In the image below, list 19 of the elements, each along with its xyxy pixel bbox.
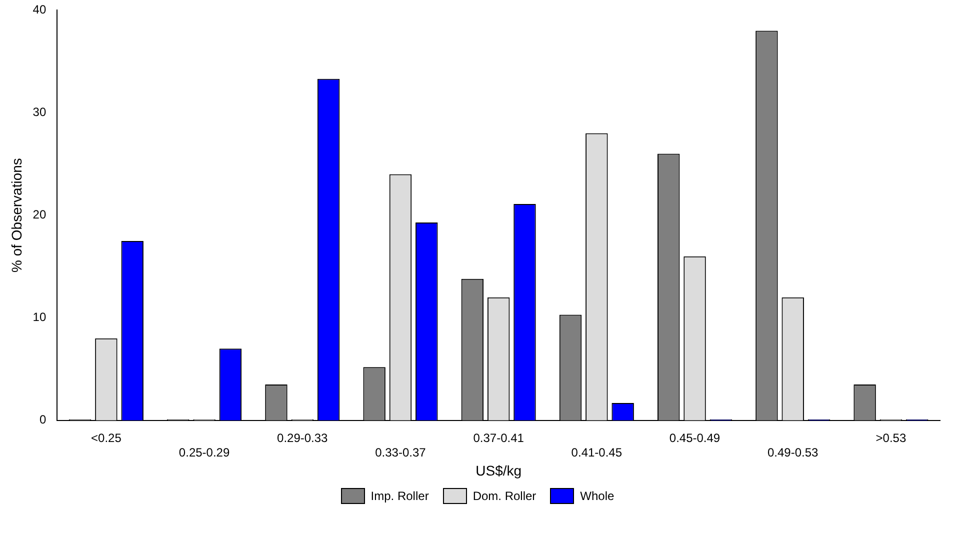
- x-tick-label: >0.53: [876, 430, 906, 445]
- x-tick-label: 0.37-0.41: [473, 430, 524, 445]
- y-axis-title: % of Observations: [8, 158, 24, 272]
- x-tick-label: 0.45-0.49: [669, 430, 720, 445]
- x-tick-label: 0.29-0.33: [277, 430, 328, 445]
- x-axis-title: US$/kg: [476, 462, 522, 478]
- legend-label: Whole: [580, 489, 614, 503]
- y-tick-label: 0: [39, 412, 46, 427]
- y-tick-label: 40: [32, 2, 46, 17]
- legend-label: Dom. Roller: [472, 489, 536, 503]
- x-tick-label: <0.25: [91, 430, 122, 445]
- x-tick-label: 0.41-0.45: [571, 445, 622, 460]
- y-tick-label: 20: [32, 208, 46, 222]
- x-tick-label: 0.25-0.29: [178, 445, 230, 460]
- x-tick-label: 0.33-0.37: [375, 445, 426, 460]
- x-tick-label: 0.49-0.53: [768, 445, 819, 460]
- y-tick-label: 10: [32, 310, 46, 324]
- legend-label: Imp. Roller: [370, 489, 429, 503]
- y-tick-label: 30: [32, 105, 46, 120]
